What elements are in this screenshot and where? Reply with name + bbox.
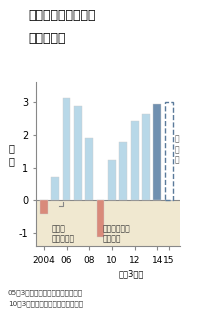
Bar — [74, 106, 82, 200]
Bar — [119, 142, 127, 200]
Text: 兆: 兆 — [9, 143, 14, 153]
Text: 連結純利益: 連結純利益 — [28, 32, 66, 45]
Text: 各年3月期: 各年3月期 — [119, 270, 144, 278]
Text: 10年3月期までは六大銀行グループ: 10年3月期までは六大銀行グループ — [8, 301, 83, 307]
Bar — [36, 200, 180, 246]
Bar — [153, 104, 161, 200]
Text: 円: 円 — [9, 156, 14, 166]
Bar — [85, 138, 93, 200]
Bar — [165, 102, 173, 200]
Bar — [63, 98, 70, 200]
Text: 05年3月期までは七大銀行グループ: 05年3月期までは七大銀行グループ — [8, 289, 83, 296]
Text: ーリーマン・
ショック: ーリーマン・ ショック — [103, 224, 131, 244]
Bar — [142, 114, 150, 200]
Bar — [108, 161, 116, 200]
Bar — [131, 121, 139, 200]
Bar — [51, 177, 59, 200]
Text: 五大銀行グループの: 五大銀行グループの — [28, 9, 96, 22]
Text: りそな
実質国有化: りそな 実質国有化 — [51, 224, 74, 244]
Text: 見
通
し: 見 通 し — [175, 135, 180, 164]
Bar — [97, 200, 104, 237]
Bar — [40, 200, 48, 214]
